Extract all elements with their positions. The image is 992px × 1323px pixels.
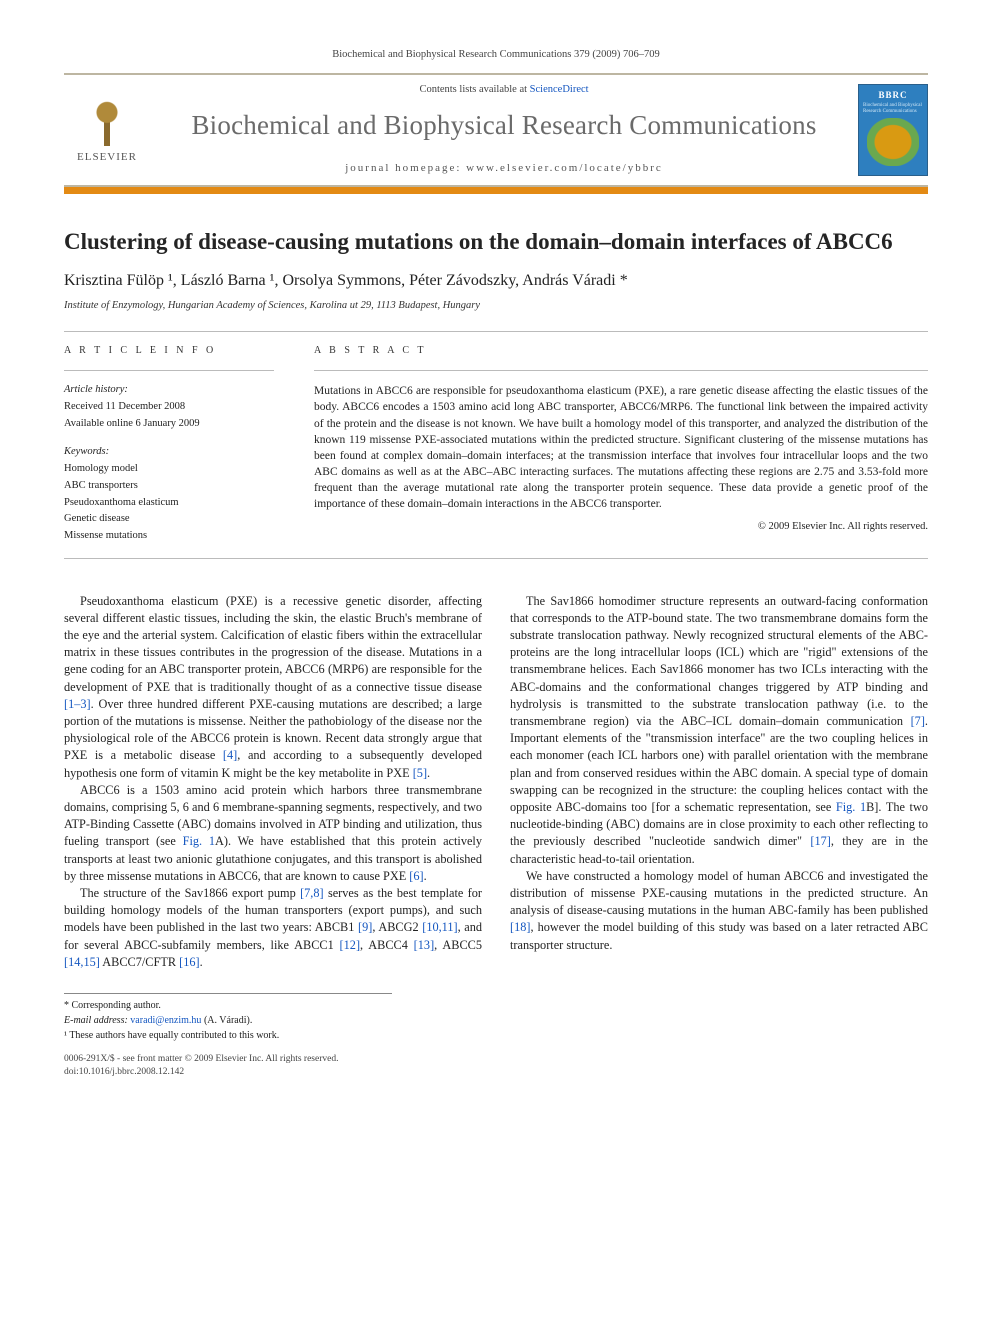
cover-mini-title: Biochemical and Biophysical Research Com…: [863, 103, 923, 114]
keyword: Missense mutations: [64, 529, 274, 544]
ref-link[interactable]: [10,11]: [422, 920, 457, 934]
text: The structure of the Sav1866 export pump: [80, 886, 300, 900]
email-link[interactable]: varadi@enzim.hu: [130, 1015, 201, 1026]
ref-link[interactable]: [7,8]: [300, 886, 324, 900]
equal-contrib-note: ¹ These authors have equally contributed…: [64, 1029, 392, 1043]
ref-link[interactable]: [14,15]: [64, 955, 100, 969]
rule-top: [64, 331, 928, 332]
ref-link[interactable]: [17]: [810, 834, 831, 848]
abstract-block: A B S T R A C T Mutations in ABCC6 are r…: [314, 344, 928, 545]
fig-link[interactable]: Fig. 1: [836, 800, 866, 814]
text: the last two years: ABCB1: [221, 920, 358, 934]
footer-line-1: 0006-291X/$ - see front matter © 2009 El…: [64, 1053, 928, 1066]
abstract-heading: A B S T R A C T: [314, 344, 928, 358]
article-title: Clustering of disease-causing mutations …: [64, 228, 928, 257]
journal-cover-thumb: BBRC Biochemical and Biophysical Researc…: [858, 84, 928, 176]
ref-link[interactable]: [13]: [414, 938, 435, 952]
page-footer: 0006-291X/$ - see front matter © 2009 El…: [64, 1053, 928, 1080]
contents-prefix: Contents lists available at: [419, 84, 529, 95]
abstract-text: Mutations in ABCC6 are responsible for p…: [314, 383, 928, 512]
footer-line-2: doi:10.1016/j.bbrc.2008.12.142: [64, 1066, 928, 1079]
ref-link[interactable]: [12]: [340, 938, 361, 952]
para-5: We have constructed a homology model of …: [510, 868, 928, 954]
publisher-name: ELSEVIER: [77, 150, 137, 165]
para-2: ABCC6 is a 1503 amino acid protein which…: [64, 782, 482, 885]
text: The Sav1866 homodimer structure represen…: [510, 594, 928, 728]
affiliation: Institute of Enzymology, Hungarian Acade…: [64, 299, 928, 314]
elsevier-tree-icon: [80, 94, 134, 148]
email-note: E-mail address: varadi@enzim.hu (A. Vára…: [64, 1014, 392, 1028]
cover-art-icon: [867, 118, 919, 166]
history-online: Available online 6 January 2009: [64, 417, 274, 432]
ref-link[interactable]: [4]: [223, 748, 237, 762]
text: , ABCC5: [434, 938, 482, 952]
ref-link[interactable]: [1–3]: [64, 697, 91, 711]
rule-abs: [314, 370, 928, 371]
ref-link[interactable]: [18]: [510, 920, 531, 934]
keyword: ABC transporters: [64, 479, 274, 494]
email-label: E-mail address:: [64, 1015, 130, 1026]
sciencedirect-link[interactable]: ScienceDirect: [530, 84, 589, 95]
author-list: Krisztina Fülöp ¹, László Barna ¹, Orsol…: [64, 270, 928, 292]
para-1: Pseudoxanthoma elasticum (PXE) is a rece…: [64, 593, 482, 782]
ref-link[interactable]: [9]: [358, 920, 372, 934]
keyword: Homology model: [64, 462, 274, 477]
keyword: Pseudoxanthoma elasticum: [64, 496, 274, 511]
para-4: The Sav1866 homodimer structure represen…: [510, 593, 928, 868]
text: Pseudoxanthoma elasticum (PXE) is a rece…: [64, 594, 482, 694]
journal-header: ELSEVIER Contents lists available at Sci…: [64, 73, 928, 187]
keyword: Genetic disease: [64, 512, 274, 527]
text: We have constructed a homology model of …: [510, 869, 928, 917]
orange-divider: [64, 187, 928, 194]
cover-abbrev: BBRC: [878, 89, 907, 102]
history-head: Article history:: [64, 383, 274, 398]
ref-link[interactable]: [7]: [911, 714, 925, 728]
history-received: Received 11 December 2008: [64, 400, 274, 415]
ref-link[interactable]: [16]: [179, 955, 200, 969]
footnotes: * Corresponding author. E-mail address: …: [64, 993, 392, 1043]
text: , ABCG2: [372, 920, 422, 934]
journal-homepage: journal homepage: www.elsevier.com/locat…: [166, 161, 842, 176]
text: , however the model building of this stu…: [510, 920, 928, 951]
copyright-line: © 2009 Elsevier Inc. All rights reserved…: [314, 520, 928, 535]
email-tail: (A. Váradi).: [201, 1015, 252, 1026]
rule-bottom: [64, 558, 928, 559]
journal-name: Biochemical and Biophysical Research Com…: [166, 107, 842, 145]
fig-link[interactable]: Fig. 1: [183, 834, 215, 848]
ref-link[interactable]: [5]: [413, 766, 427, 780]
article-info-block: A R T I C L E I N F O Article history: R…: [64, 344, 274, 545]
contents-line: Contents lists available at ScienceDirec…: [166, 83, 842, 98]
home-url: www.elsevier.com/locate/ybbrc: [466, 162, 663, 174]
running-citation: Biochemical and Biophysical Research Com…: [64, 48, 928, 63]
publisher-logo: ELSEVIER: [64, 94, 150, 165]
text: . Important elements of the "transmissio…: [510, 714, 928, 814]
body-columns: Pseudoxanthoma elasticum (PXE) is a rece…: [64, 593, 928, 971]
rule-info: [64, 370, 274, 371]
para-3: The structure of the Sav1866 export pump…: [64, 885, 482, 971]
article-info-heading: A R T I C L E I N F O: [64, 344, 274, 358]
keywords-head: Keywords:: [64, 445, 274, 460]
corresponding-note: * Corresponding author.: [64, 999, 392, 1013]
ref-link[interactable]: [6]: [409, 869, 423, 883]
home-prefix: journal homepage:: [345, 162, 466, 174]
text: , ABCC4: [360, 938, 414, 952]
text: ABCC7/CFTR: [100, 955, 179, 969]
